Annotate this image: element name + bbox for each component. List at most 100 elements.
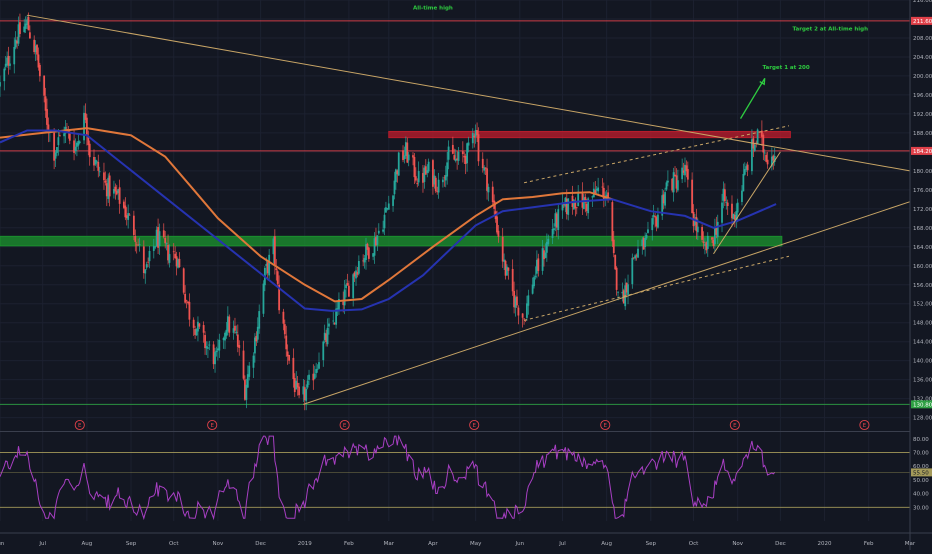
candle-body [604,197,607,199]
candle-body [268,254,271,276]
candle-body [457,151,460,161]
candle-body [577,191,580,207]
candle-body [9,63,11,66]
candle-body [621,291,624,294]
candle-body [316,368,319,370]
candle-body [158,231,161,247]
candle-body [652,215,655,217]
candle-body [13,46,16,65]
candle-body [95,161,98,163]
time-tick-label: 2019 [298,541,312,547]
candle-body [105,183,108,197]
candle-body [312,373,315,381]
candle-body [404,142,407,156]
candle-body [382,229,384,232]
candle-body [214,352,216,365]
candle-body [416,183,419,185]
price-tick-label: 164.00 [913,245,932,251]
price-tick-label: 208.00 [913,36,932,42]
candle-body [222,338,225,341]
candle-body [285,335,288,350]
candle-body [122,201,125,208]
candle-body [333,322,336,324]
candle-body [773,155,776,163]
candle-body [168,254,171,263]
candle-body [456,158,459,160]
candle-body [466,143,469,164]
candle-body [76,142,78,147]
price-tick-label: 156.00 [913,283,932,289]
candle-body [202,325,205,333]
candle-body [266,262,269,274]
candle-body [185,300,188,302]
candle-body [553,228,555,231]
time-tick-label: May [470,541,482,547]
price-tick-label: 176.00 [913,188,932,194]
candle-body [103,172,105,181]
candle-body [541,248,544,271]
candle-body [377,230,380,234]
candle-body [192,319,195,328]
candle-body [715,227,718,235]
candle-body [444,175,447,181]
candle-body [272,238,275,255]
candle-body [551,228,554,239]
candle-body [561,202,564,211]
candle-body [581,192,584,208]
candle-body [772,155,775,161]
time-tick-label: Apr [428,541,438,547]
candle-body [244,379,246,400]
candle-body [503,259,506,262]
candle-body [644,237,647,248]
candle-body [476,130,478,136]
candle-body [625,282,628,293]
candle-body [44,96,47,111]
candle-body [375,237,377,246]
candle-body [4,63,7,67]
candle-body [212,344,215,365]
candle-body [770,156,773,167]
candle-body [305,388,308,401]
candle-body [741,190,743,202]
candle-body [174,253,177,259]
candle-body [607,192,609,201]
candle-body [336,308,339,310]
candle-body [595,188,598,191]
price-tick-label: 132.00 [913,397,932,403]
candle-body [753,144,756,151]
candle-body [667,180,669,183]
candle-body [302,386,305,395]
candle-body [464,155,467,164]
time-tick-label: Oct [169,541,179,547]
support-zone [0,235,783,247]
candle-body [85,117,88,136]
candle-body [573,199,575,210]
candle-body [322,341,325,361]
rsi-tick-label: 40.00 [913,492,929,498]
candle-body [362,260,365,262]
candle-body [584,196,587,203]
candle-body [215,350,218,353]
candle-body [53,132,56,161]
candle-body [684,164,686,176]
candle-body [447,146,450,160]
candle-body [534,276,537,278]
candle-body [43,75,46,96]
candle-body [155,229,158,247]
candle-body [672,172,675,193]
candle-body [526,303,528,318]
candle-body [632,257,635,259]
candle-body [651,218,654,231]
candle-body [254,337,256,354]
candle-body [14,39,17,48]
candle-body [68,132,71,141]
candle-body [252,355,255,368]
candle-body [326,327,329,345]
candle-body [696,226,699,233]
price-tick-label: 136.00 [913,378,932,384]
candle-body [426,170,429,173]
candle-body [225,329,228,336]
